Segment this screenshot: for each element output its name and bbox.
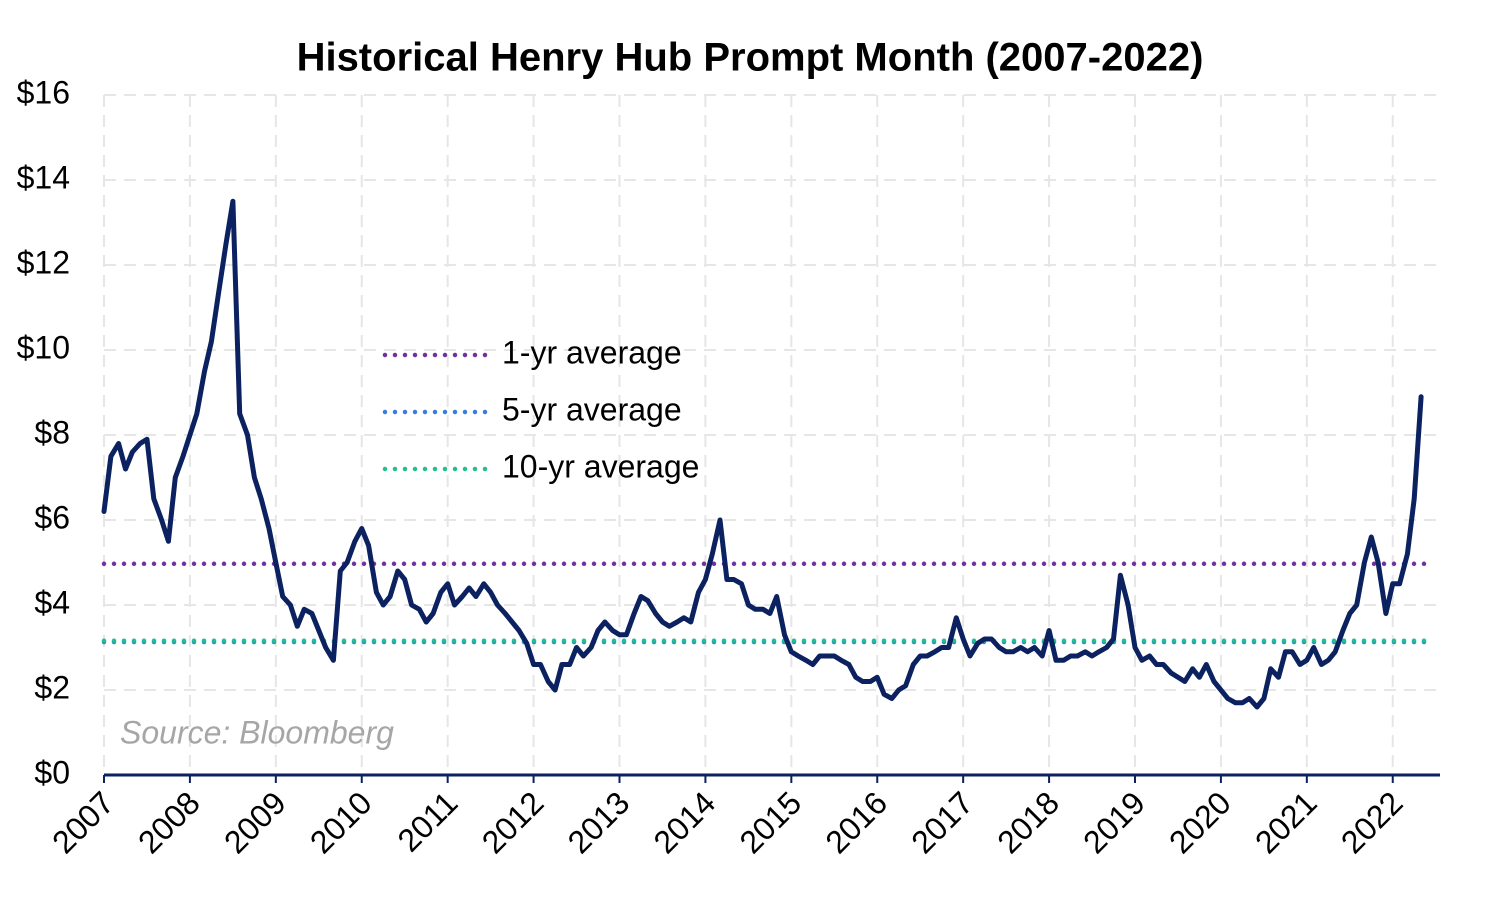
x-tick-label: 2007 <box>45 784 121 860</box>
x-tick-label: 2013 <box>561 784 637 860</box>
x-tick-label: 2020 <box>1162 784 1238 860</box>
x-tick-label: 2018 <box>990 784 1066 860</box>
price-line <box>101 198 1424 710</box>
x-tick-label: 2019 <box>1076 784 1152 860</box>
x-tick-label: 2016 <box>818 784 894 860</box>
x-tick-label: 2014 <box>647 784 723 860</box>
annotation: Source: Bloomberg <box>120 714 394 750</box>
x-tick-label: 2010 <box>303 784 379 860</box>
x-tick-label: 2008 <box>131 784 207 860</box>
x-tick-label: 2021 <box>1248 784 1324 860</box>
y-tick-label: $8 <box>34 414 70 450</box>
y-tick-label: $16 <box>17 74 70 110</box>
y-tick-label: $4 <box>34 584 70 620</box>
x-tick-label: 2009 <box>217 784 293 860</box>
x-tick-label: 2022 <box>1334 784 1410 860</box>
y-tick-label: $12 <box>17 244 70 280</box>
y-tick-label: $14 <box>17 159 70 195</box>
x-tick-label: 2017 <box>904 784 980 860</box>
x-tick-label: 2012 <box>475 784 551 860</box>
y-tick-label: $0 <box>34 754 70 790</box>
legend-label: 5-yr average <box>502 391 682 427</box>
x-tick-label: 2015 <box>732 784 808 860</box>
legend-label: 1-yr average <box>502 334 682 370</box>
legend-label: 10-yr average <box>502 448 699 484</box>
y-tick-label: $10 <box>17 329 70 365</box>
x-tick-label: 2011 <box>390 784 464 858</box>
y-tick-label: $6 <box>34 499 70 535</box>
chart-title: Historical Henry Hub Prompt Month (2007-… <box>297 36 1204 80</box>
y-tick-label: $2 <box>34 669 70 705</box>
